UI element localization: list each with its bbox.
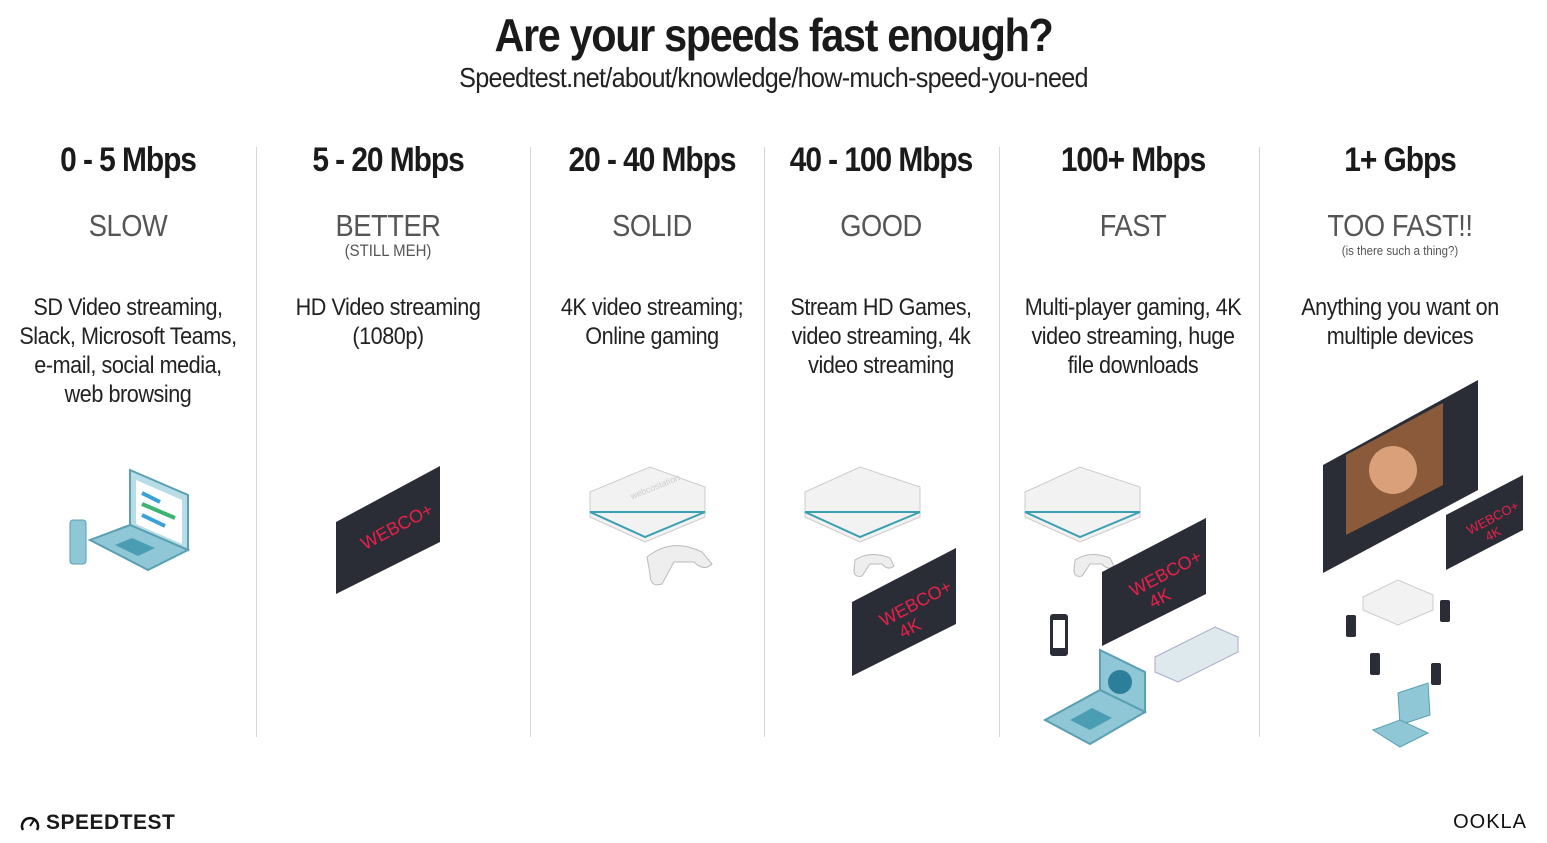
column-divider — [764, 147, 765, 737]
speed-tier: TOO FAST!! — [1327, 208, 1473, 243]
speed-range: 0 - 5 Mbps — [60, 141, 197, 179]
multi-screen-illustration: WEBCO+ 4K — [1323, 380, 1523, 748]
speedtest-wordmark: SPEEDTEST — [46, 811, 176, 834]
use-description: Anything you want on multiple devices — [1301, 294, 1499, 350]
use-description: SD Video streaming, Slack, Microsoft Tea… — [19, 294, 237, 408]
laptop-phone-illustration — [69, 468, 191, 572]
use-description: Multi-player gaming, 4K video streaming,… — [1024, 294, 1242, 379]
column-divider — [530, 147, 531, 737]
speed-range: 100+ Mbps — [1060, 141, 1206, 179]
speed-column-slow: 0 - 5 Mbps SLOW — [3, 140, 253, 242]
speed-tier: FAST — [1099, 208, 1167, 243]
column-divider — [999, 147, 1000, 737]
use-description: 4K video streaming; Online gaming — [560, 294, 744, 350]
speed-tier: SOLID — [612, 208, 692, 243]
speedtest-logo: SPEEDTEST — [20, 811, 175, 835]
speed-column-good: 40 - 100 Mbps GOOD — [756, 140, 1006, 242]
source-url: Speedtest.net/about/knowledge/how-much-s… — [459, 62, 1088, 93]
speed-range: 1+ Gbps — [1344, 141, 1457, 179]
console-controller-illustration: webcostation — [589, 466, 713, 586]
ookla-logo: OOKLA — [1453, 811, 1527, 833]
console-controller-tv-illustration: WEBCO+ 4K — [804, 466, 956, 676]
column-divider — [1259, 147, 1260, 737]
speed-column-better: 5 - 20 Mbps BETTER (STILL MEH) — [263, 140, 513, 260]
use-description: HD Video streaming (1080p) — [295, 294, 481, 350]
speed-range: 5 - 20 Mbps — [312, 141, 464, 179]
speed-column-solid: 20 - 40 Mbps SOLID — [527, 140, 777, 242]
tier-note: (is there such a thing?) — [1341, 243, 1459, 258]
speed-column-fast: 100+ Mbps FAST — [1008, 140, 1258, 242]
speed-column-too-fast: 1+ Gbps TOO FAST!! (is there such a thin… — [1275, 140, 1525, 260]
tv-4k-label: 4K — [1482, 523, 1503, 544]
speed-tier: BETTER — [335, 208, 441, 243]
speed-tier: SLOW — [88, 208, 168, 243]
tv-illustration: WEBCO+ — [336, 466, 440, 594]
speed-range: 40 - 100 Mbps — [789, 141, 974, 179]
multi-device-illustration: WEBCO+ 4K — [1024, 466, 1239, 746]
speed-range: 20 - 40 Mbps — [568, 141, 737, 179]
use-description: Stream HD Games, video streaming, 4k vid… — [790, 294, 972, 379]
page-title: Are your speeds fast enough? — [494, 9, 1053, 61]
speed-tier: GOOD — [840, 208, 922, 243]
tier-note: (STILL MEH) — [344, 241, 432, 260]
column-divider — [256, 147, 257, 737]
gauge-icon — [20, 816, 40, 831]
